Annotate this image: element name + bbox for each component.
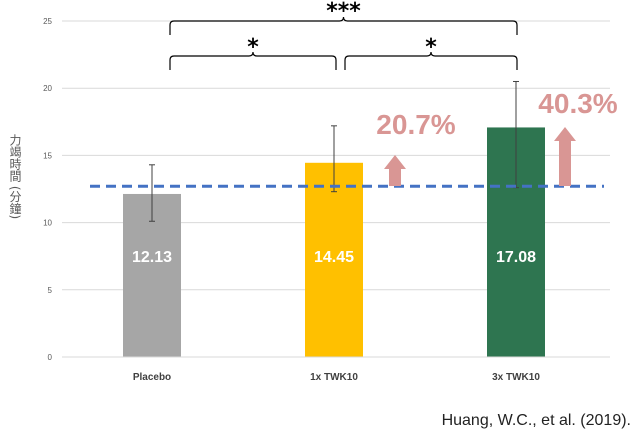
y-tick-label: 10 xyxy=(43,219,52,228)
up-arrow-icon xyxy=(384,155,406,186)
significance-bracket xyxy=(169,51,337,70)
y-tick-label: 0 xyxy=(48,353,53,362)
bar-1x-twk10 xyxy=(305,162,363,357)
significance-label: * xyxy=(247,35,259,60)
y-tick-label: 15 xyxy=(43,151,52,160)
data-label: 17.08 xyxy=(496,249,536,266)
percent-increase-label: 40.3% xyxy=(538,88,617,119)
significance-bracket xyxy=(169,16,518,35)
data-label: 12.13 xyxy=(132,249,172,266)
y-axis-label: 力竭時間 (分鐘) xyxy=(8,134,22,220)
x-tick-label: 1x TWK10 xyxy=(310,372,358,383)
percent-increase-label: 20.7% xyxy=(376,109,455,140)
up-arrow-icon xyxy=(554,127,576,186)
x-tick-label: 3x TWK10 xyxy=(492,372,540,383)
x-tick-label: Placebo xyxy=(133,372,171,383)
citation: Huang, W.C., et al. (2019). xyxy=(441,412,631,429)
y-tick-label: 5 xyxy=(48,286,53,295)
significance-label: * xyxy=(425,35,437,60)
data-label: 14.45 xyxy=(314,249,354,266)
significance-label: *** xyxy=(326,0,361,24)
significance-bracket xyxy=(344,51,518,70)
y-tick-label: 20 xyxy=(43,84,52,93)
y-tick-label: 25 xyxy=(43,17,52,26)
